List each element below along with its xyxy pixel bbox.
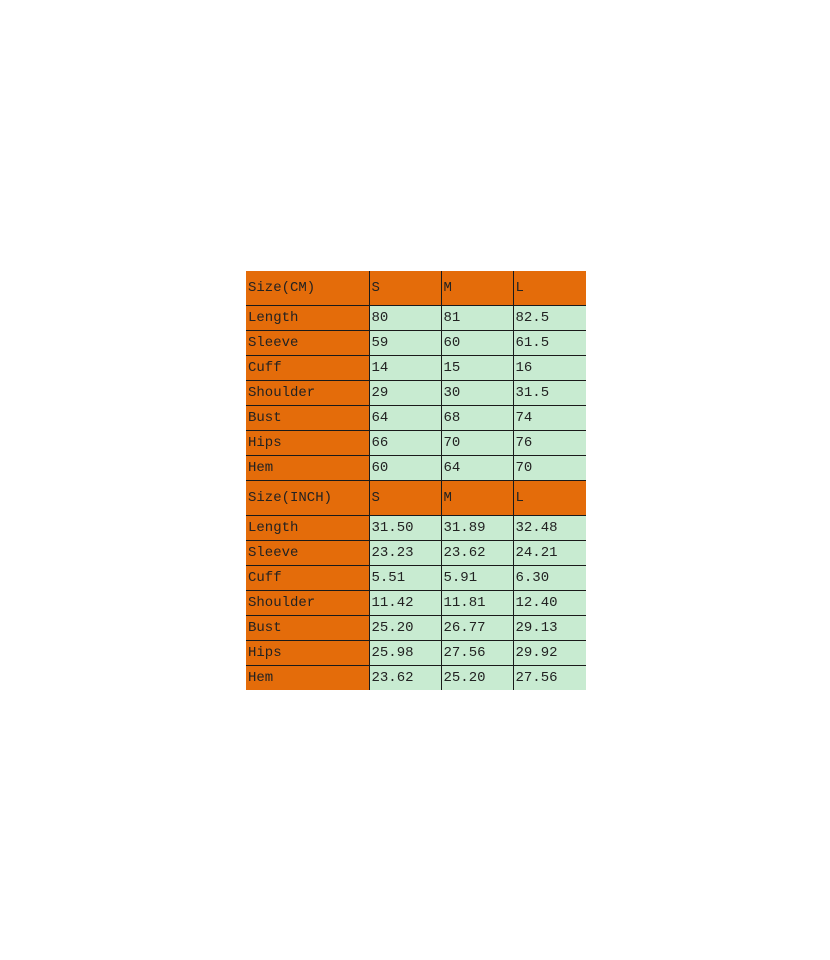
measurement-label: Length	[246, 305, 370, 331]
measurement-value: 81	[440, 305, 514, 331]
table-row: Length 31.50 31.89 32.48	[246, 515, 586, 541]
table-row: Bust 64 68 74	[246, 405, 586, 431]
size-table: Size(CM) S M L Length 80 81 82.5 Sleeve 59 60 61.5 C…	[246, 271, 586, 690]
measurement-label: Cuff	[246, 565, 370, 591]
measurement-value: 82.5	[512, 305, 586, 331]
measurement-value: 70	[512, 455, 586, 481]
measurement-value: 23.62	[368, 665, 442, 690]
measurement-label: Hips	[246, 430, 370, 456]
table-row: Hem 60 64 70	[246, 455, 586, 481]
measurement-label: Shoulder	[246, 380, 370, 406]
table-row: Bust 25.20 26.77 29.13	[246, 615, 586, 641]
measurement-value: 68	[440, 405, 514, 431]
measurement-value: 24.21	[512, 540, 586, 566]
table-row: Cuff 5.51 5.91 6.30	[246, 565, 586, 591]
measurement-value: 59	[368, 330, 442, 356]
size-chart: Size(CM) S M L Length 80 81 82.5 Sleeve 59 60 61.5 C…	[246, 271, 586, 690]
table-row: Hips 66 70 76	[246, 430, 586, 456]
size-header: M	[440, 480, 514, 516]
size-header: S	[368, 271, 442, 306]
measurement-value: 23.23	[368, 540, 442, 566]
measurement-label: Sleeve	[246, 330, 370, 356]
measurement-value: 31.5	[512, 380, 586, 406]
unit-header: Size(INCH)	[246, 480, 370, 516]
measurement-value: 14	[368, 355, 442, 381]
header-row: Size(CM) S M L	[246, 271, 586, 306]
measurement-value: 15	[440, 355, 514, 381]
size-header: S	[368, 480, 442, 516]
measurement-label: Shoulder	[246, 590, 370, 616]
table-row: Shoulder 11.42 11.81 12.40	[246, 590, 586, 616]
measurement-value: 76	[512, 430, 586, 456]
measurement-value: 11.42	[368, 590, 442, 616]
measurement-value: 11.81	[440, 590, 514, 616]
measurement-value: 31.50	[368, 515, 442, 541]
measurement-value: 70	[440, 430, 514, 456]
measurement-value: 25.20	[368, 615, 442, 641]
measurement-value: 61.5	[512, 330, 586, 356]
measurement-value: 60	[440, 330, 514, 356]
measurement-value: 64	[440, 455, 514, 481]
measurement-label: Sleeve	[246, 540, 370, 566]
measurement-value: 5.51	[368, 565, 442, 591]
measurement-value: 5.91	[440, 565, 514, 591]
measurement-value: 66	[368, 430, 442, 456]
measurement-value: 27.56	[512, 665, 586, 690]
table-row: Sleeve 59 60 61.5	[246, 330, 586, 356]
measurement-value: 60	[368, 455, 442, 481]
measurement-value: 12.40	[512, 590, 586, 616]
measurement-label: Bust	[246, 615, 370, 641]
measurement-value: 31.89	[440, 515, 514, 541]
table-row: Cuff 14 15 16	[246, 355, 586, 381]
measurement-value: 32.48	[512, 515, 586, 541]
size-header: L	[512, 271, 586, 306]
measurement-value: 29	[368, 380, 442, 406]
measurement-value: 16	[512, 355, 586, 381]
measurement-value: 25.98	[368, 640, 442, 666]
measurement-label: Length	[246, 515, 370, 541]
measurement-value: 26.77	[440, 615, 514, 641]
unit-header: Size(CM)	[246, 271, 370, 306]
measurement-value: 29.92	[512, 640, 586, 666]
measurement-label: Hem	[246, 455, 370, 481]
header-row: Size(INCH) S M L	[246, 480, 586, 516]
size-header: M	[440, 271, 514, 306]
table-row: Length 80 81 82.5	[246, 305, 586, 331]
measurement-label: Hem	[246, 665, 370, 690]
measurement-value: 64	[368, 405, 442, 431]
measurement-value: 80	[368, 305, 442, 331]
measurement-value: 74	[512, 405, 586, 431]
table-row: Hips 25.98 27.56 29.92	[246, 640, 586, 666]
measurement-value: 25.20	[440, 665, 514, 690]
table-row: Sleeve 23.23 23.62 24.21	[246, 540, 586, 566]
measurement-value: 23.62	[440, 540, 514, 566]
table-row: Hem 23.62 25.20 27.56	[246, 665, 586, 690]
measurement-label: Hips	[246, 640, 370, 666]
measurement-value: 27.56	[440, 640, 514, 666]
size-header: L	[512, 480, 586, 516]
measurement-label: Cuff	[246, 355, 370, 381]
measurement-value: 6.30	[512, 565, 586, 591]
measurement-label: Bust	[246, 405, 370, 431]
measurement-value: 29.13	[512, 615, 586, 641]
measurement-value: 30	[440, 380, 514, 406]
table-row: Shoulder 29 30 31.5	[246, 380, 586, 406]
